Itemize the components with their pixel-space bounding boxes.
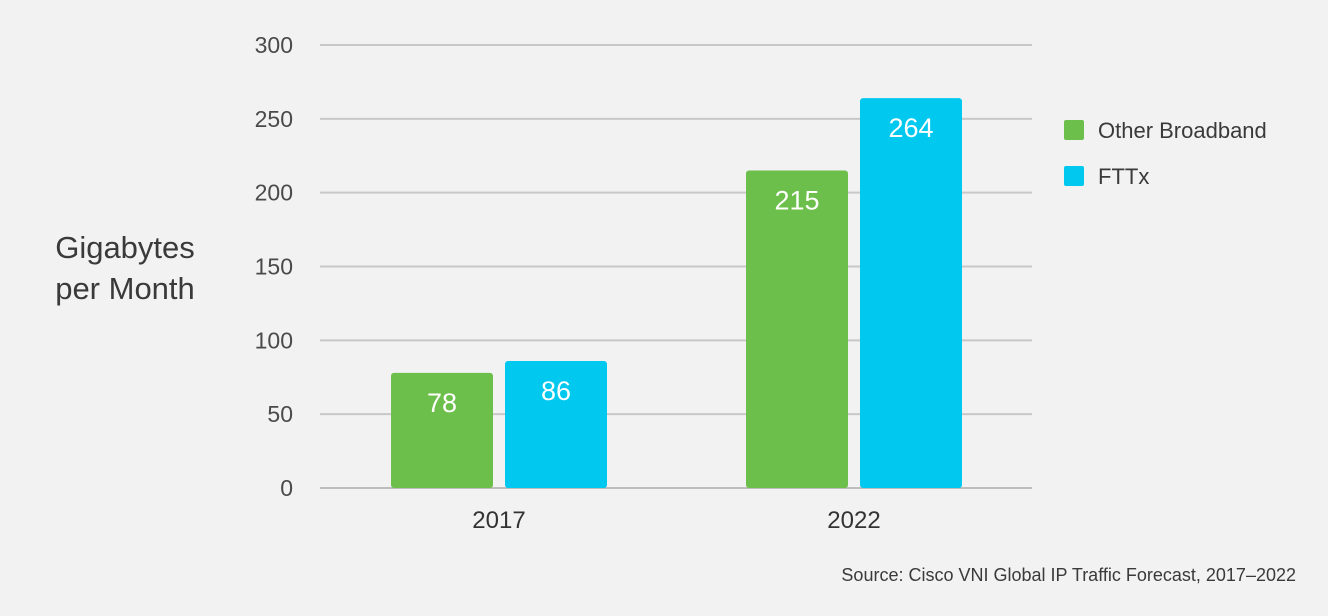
- bars: 78 86 215 264: [391, 98, 962, 488]
- data-label-fttx-2017: 86: [541, 376, 571, 406]
- legend-label-other-broadband: Other Broadband: [1098, 118, 1267, 143]
- legend: Other Broadband FTTx: [1064, 118, 1267, 189]
- y-axis-label-line-1: Gigabytes: [55, 230, 195, 265]
- bar-fttx-2022: [860, 98, 962, 488]
- legend-label-fttx: FTTx: [1098, 164, 1149, 189]
- x-axis-categories: 2017 2022: [472, 507, 880, 534]
- y-tick-label: 150: [255, 254, 293, 280]
- x-category-label-2022: 2022: [827, 507, 880, 534]
- bar-other-broadband-2022: [746, 170, 848, 488]
- source-note: Source: Cisco VNI Global IP Traffic Fore…: [841, 565, 1296, 585]
- x-category-label-2017: 2017: [472, 507, 525, 534]
- legend-swatch-other-broadband: [1064, 120, 1084, 140]
- data-label-other-broadband-2017: 78: [427, 388, 457, 418]
- data-label-other-broadband-2022: 215: [774, 186, 819, 216]
- legend-swatch-fttx: [1064, 166, 1084, 186]
- y-tick-label: 300: [255, 32, 293, 58]
- data-label-fttx-2022: 264: [888, 113, 933, 143]
- y-tick-label: 0: [280, 475, 293, 501]
- y-tick-label: 200: [255, 180, 293, 206]
- bar-fttx-2017: [505, 361, 607, 488]
- y-axis-label-line-2: per Month: [55, 271, 195, 306]
- y-tick-label: 50: [267, 401, 293, 427]
- y-tick-label: 250: [255, 106, 293, 132]
- bar-other-broadband-2017: [391, 372, 493, 488]
- y-tick-label: 100: [255, 327, 293, 353]
- y-axis-ticks: 0 50 100 150 200 250 300: [255, 32, 293, 501]
